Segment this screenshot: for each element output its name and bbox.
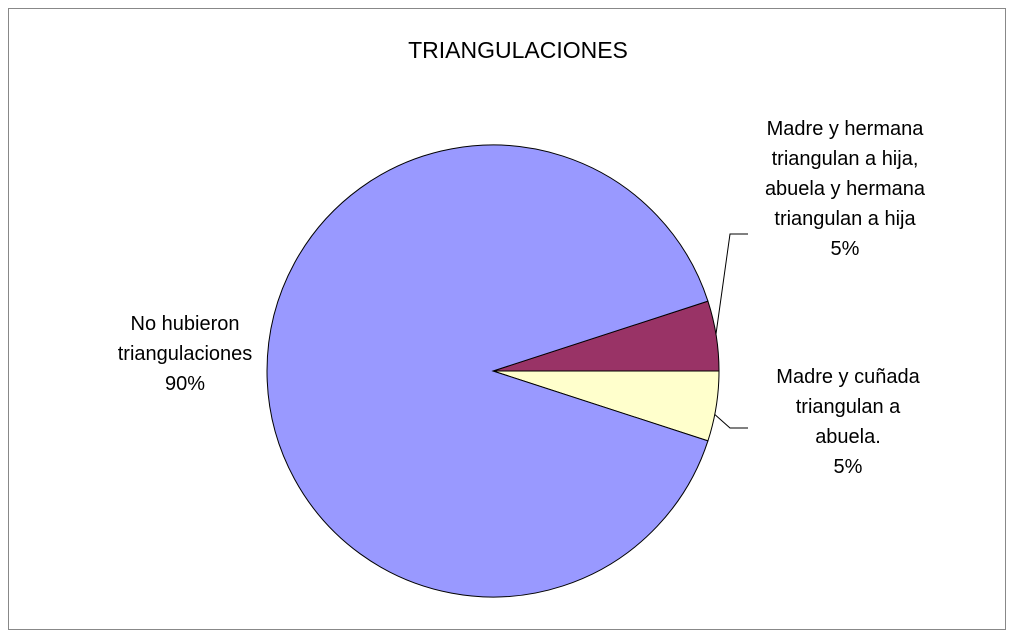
slice-label: No hubieron triangulaciones [118, 313, 253, 365]
leader-line [715, 233, 748, 335]
slice-label: Madre y cuñada triangulan a abuela. [776, 366, 920, 448]
slice-value-label: 5% [831, 238, 860, 260]
chart-title: TRIANGULACIONES [408, 37, 628, 63]
slice-value-label: 90% [165, 373, 205, 395]
pie-slice [266, 144, 709, 598]
leader-line [711, 411, 748, 429]
slice-value-label: 5% [834, 456, 863, 478]
slice-label: Madre y hermana triangulan a hija, abuela … [765, 118, 926, 230]
